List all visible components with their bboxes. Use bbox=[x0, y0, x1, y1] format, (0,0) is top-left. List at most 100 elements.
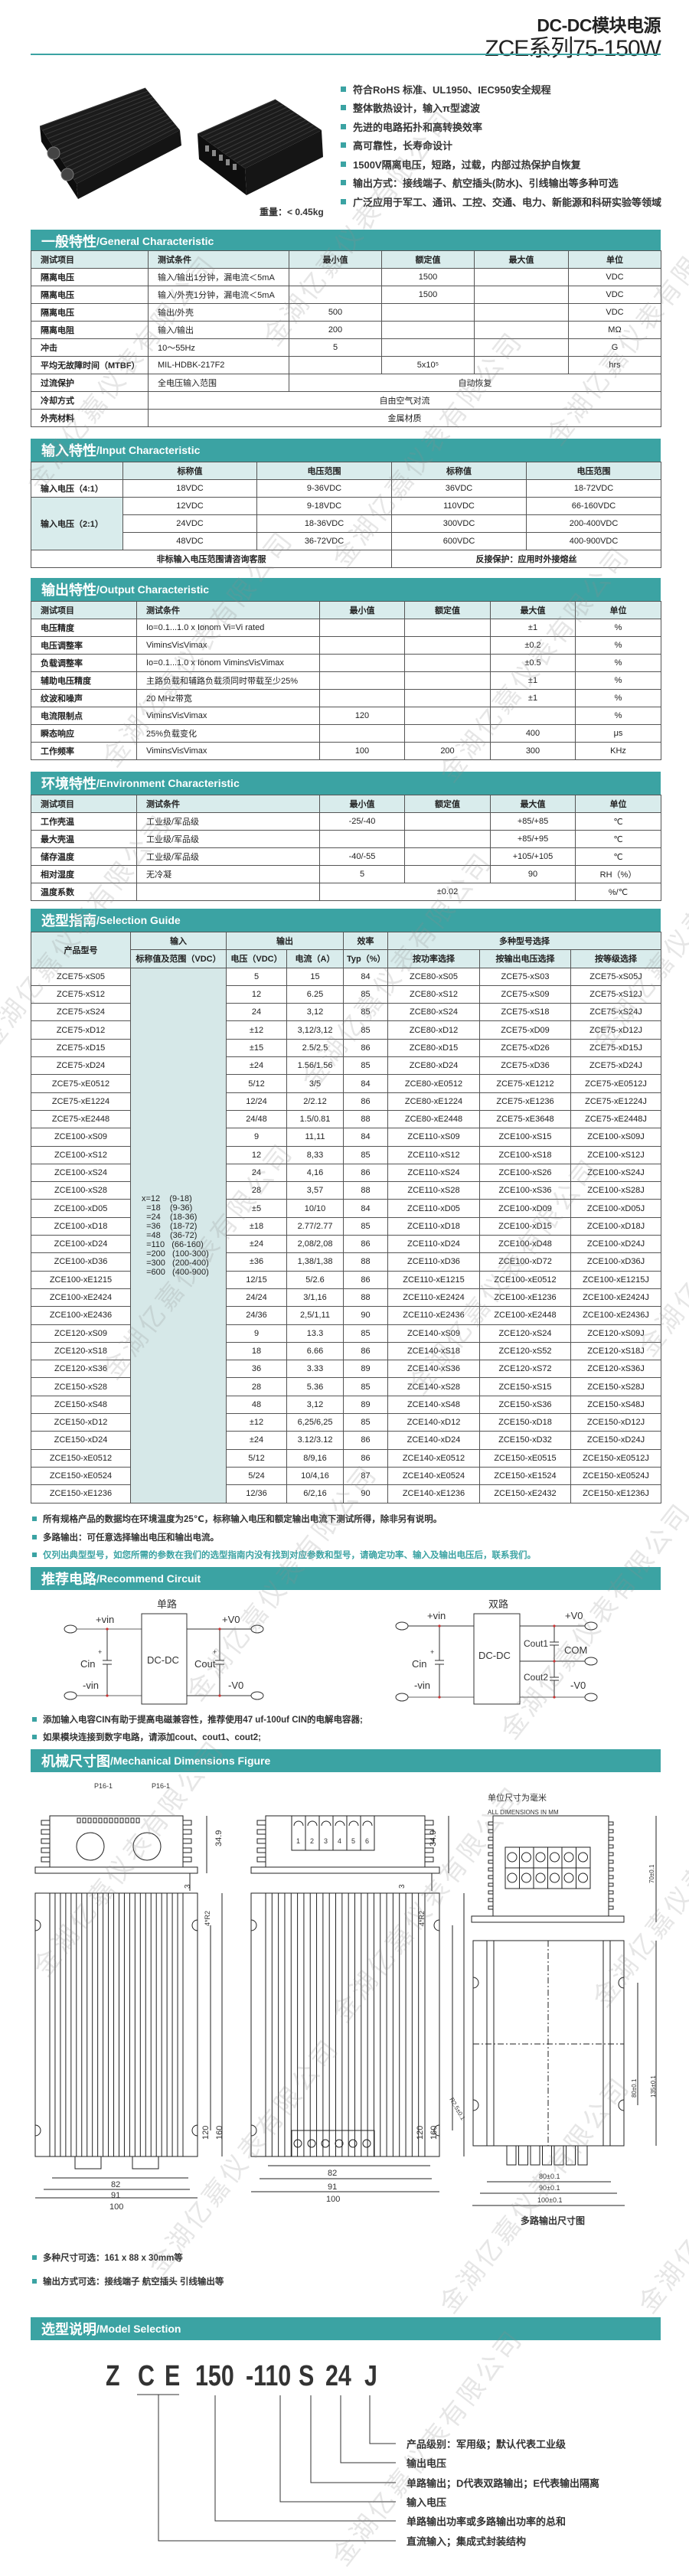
table-cell: ZCE100-xD18J bbox=[570, 1216, 661, 1236]
table-cell bbox=[319, 671, 405, 690]
section-header-mechanical: 机械尺寸图/Mechanical Dimensions Figure bbox=[31, 1749, 661, 1772]
terminal-icon bbox=[64, 1624, 77, 1634]
side-fin bbox=[256, 1820, 266, 1826]
table-cell: ZCE75-xS12J bbox=[570, 984, 661, 1004]
table-cell: 5 bbox=[289, 338, 382, 357]
table-row: 隔离电压 输入/输出1分钟，漏电流＜5mA 1500 VDC bbox=[31, 268, 661, 286]
side-fin bbox=[41, 1820, 51, 1826]
table-cell bbox=[289, 356, 382, 374]
table-cell: ZCE100-xE2424J bbox=[570, 1288, 661, 1308]
heatsink-front-view bbox=[265, 1815, 426, 1868]
table-header-row: 标称值 电压范围 标称值 电压范围 bbox=[31, 462, 661, 480]
note-text: 仅列出典型型号，如您所需的参数在我们的选型指南内没有找到对应参数和型号，请确定功… bbox=[43, 1551, 536, 1560]
terminal-icon bbox=[584, 1657, 598, 1666]
table-cell: 500 bbox=[289, 303, 382, 322]
multi-width-100: 100±0.1 bbox=[537, 2196, 562, 2204]
table-cell: 5/12 bbox=[226, 1074, 287, 1093]
circuit-note: 添加输入电容CIN有助于提高电磁兼容性，推荐使用47 uf-100uf CIN的… bbox=[32, 1713, 363, 1725]
mount-notch bbox=[618, 1977, 625, 1989]
terminal-icon bbox=[584, 1693, 598, 1702]
table-cell: ZCE150-xE2432 bbox=[479, 1484, 571, 1503]
table-cell: ZCE80-xD15 bbox=[387, 1038, 480, 1058]
table-cell: 48VDC bbox=[122, 532, 257, 550]
table-cell: ZCE120-xS52 bbox=[479, 1341, 571, 1361]
side-fin bbox=[608, 1867, 614, 1872]
table-cell: 12 bbox=[226, 1145, 287, 1164]
table-row: 工作频率 Vimin≤Vi≤Vimax 100 200 300 KHz bbox=[31, 742, 661, 760]
screw-terminal-icon bbox=[233, 164, 237, 170]
table-cell: ZCE150-xS36 bbox=[479, 1395, 571, 1415]
column-header: 最大值 bbox=[490, 795, 576, 813]
table-row: ZCE150-xD12 ±12 6,25/6,25 85 ZCE140-xD12 ZCE1… bbox=[31, 1413, 661, 1432]
bullet-square-icon bbox=[341, 198, 346, 204]
feature-list: 符合RoHS 标准、UL1950、IEC950安全规程 整体散热设计，输入π型滤波… bbox=[341, 80, 662, 211]
feature-text: 1500V隔离电压，短路，过载，内部过热保护自恢复 bbox=[353, 158, 581, 171]
connector-fin bbox=[114, 1817, 119, 1823]
terminal-number: 2 bbox=[310, 1837, 314, 1845]
base-dim: 3 bbox=[398, 1884, 407, 1889]
leader-line bbox=[214, 2395, 396, 2522]
model-number-cell: ZCE75-xD24 bbox=[31, 1056, 131, 1076]
cout1-label: Cout1 bbox=[524, 1638, 548, 1649]
side-fin bbox=[608, 1821, 614, 1826]
table-cell bbox=[404, 654, 491, 672]
column-header: 测试项目 bbox=[31, 601, 137, 619]
screw-terminal-icon bbox=[226, 159, 230, 165]
table-cell: ZCE100-xE2436J bbox=[570, 1306, 661, 1325]
table-cell: ZCE100-xE0512 bbox=[479, 1270, 571, 1289]
table-cell: μs bbox=[575, 724, 661, 743]
heatsink-front-view bbox=[49, 1815, 184, 1868]
table-cell: 隔离电压 bbox=[31, 286, 149, 304]
vin-pos-label: +vin bbox=[96, 1614, 114, 1625]
table-cell: 86 bbox=[343, 1431, 388, 1450]
column-header: 最小值 bbox=[319, 601, 405, 619]
mechanical-drawing: P16-1 P16-1 1 2 3 4 5 6 单位尺寸为毫米 ALL DIMENSION… bbox=[34, 1782, 657, 2226]
side-fin bbox=[488, 1867, 494, 1872]
table-cell: 85 bbox=[343, 984, 388, 1004]
table-cell: 2.5/2.5 bbox=[286, 1038, 344, 1058]
model-number-cell: ZCE100-xS12 bbox=[31, 1145, 131, 1164]
hole-pitch-dim: 120 bbox=[416, 2126, 425, 2140]
table-cell: ZCE150-xE0524J bbox=[570, 1466, 661, 1486]
table-cell: 电压精度 bbox=[31, 619, 137, 637]
table-cell: 36VDC bbox=[391, 479, 527, 498]
weight-label: 重量：< 0.45kg bbox=[260, 207, 324, 217]
selection-note: 所有规格产品的数据均在环境温度为25℃，标称输入电压和额定输出电流下测试所得，除… bbox=[32, 1513, 442, 1525]
model-number-cell: ZCE100-xS28 bbox=[31, 1181, 131, 1200]
table-cell: 85 bbox=[343, 1056, 388, 1076]
screw-terminal-icon bbox=[219, 155, 223, 161]
table-cell: 86 bbox=[343, 1448, 388, 1468]
table-header-row: 标称值及范围（VDC） 电压（VDC） 电流（A） Typ（%） 按功率选择 按输出电压选… bbox=[31, 949, 661, 968]
vo-pos-label: +V0 bbox=[222, 1614, 240, 1625]
table-cell: ZCE150-xD32 bbox=[479, 1431, 571, 1450]
table-row: 温度系数 ±0.02 %/℃ bbox=[31, 883, 661, 901]
bullet-square-icon bbox=[32, 2255, 37, 2260]
table-cell bbox=[319, 724, 405, 743]
table-cell: 电流限制点 bbox=[31, 707, 137, 725]
table-cell: 18VDC bbox=[122, 479, 257, 498]
bullet-square-icon bbox=[341, 180, 346, 186]
side-fin bbox=[488, 1898, 494, 1902]
model-number-cell: ZCE150-xE0512 bbox=[31, 1448, 131, 1468]
table-row: ZCE75-xD15 ±15 2.5/2.5 86 ZCE80-xD15 ZCE75-xD… bbox=[31, 1038, 661, 1058]
table-cell: ZCE75-xD12J bbox=[570, 1020, 661, 1040]
section-header-selection: 选型指南/Selection Guide bbox=[31, 909, 661, 932]
table-cell: ZCE110-xD18 bbox=[387, 1216, 480, 1236]
table-cell: 89 bbox=[343, 1395, 388, 1415]
column-header bbox=[31, 462, 123, 480]
model-code-description: 单路输出；D代表双路输出；E代表输出隔离 bbox=[407, 2477, 600, 2489]
table-row: 负载调整率 Io=0.1...1.0 x Ionom Vimin≤Vi≤Vimax… bbox=[31, 654, 661, 672]
table-cell: % bbox=[575, 619, 661, 637]
aviation-connector-icon bbox=[76, 1832, 105, 1861]
capacitor-cin-icon bbox=[435, 1626, 444, 1697]
table-cell: 10/10 bbox=[286, 1199, 344, 1218]
table-cell: ZCE80-xS12 bbox=[387, 984, 480, 1004]
table-cell: 90 bbox=[490, 865, 576, 883]
table-cell bbox=[404, 671, 491, 690]
table-cell: 8/9,16 bbox=[286, 1448, 344, 1468]
table-row: ZCE75-xD24 ±24 1.56/1.56 85 ZCE80-xD24 ZCE75-… bbox=[31, 1056, 661, 1076]
note-text: 添加输入电容CIN有助于提高电磁兼容性，推荐使用47 uf-100uf CIN的… bbox=[43, 1716, 363, 1725]
table-cell: 48 bbox=[226, 1395, 287, 1415]
terminal-block-cell bbox=[576, 1867, 591, 1889]
table-cell: 86 bbox=[343, 1038, 388, 1058]
